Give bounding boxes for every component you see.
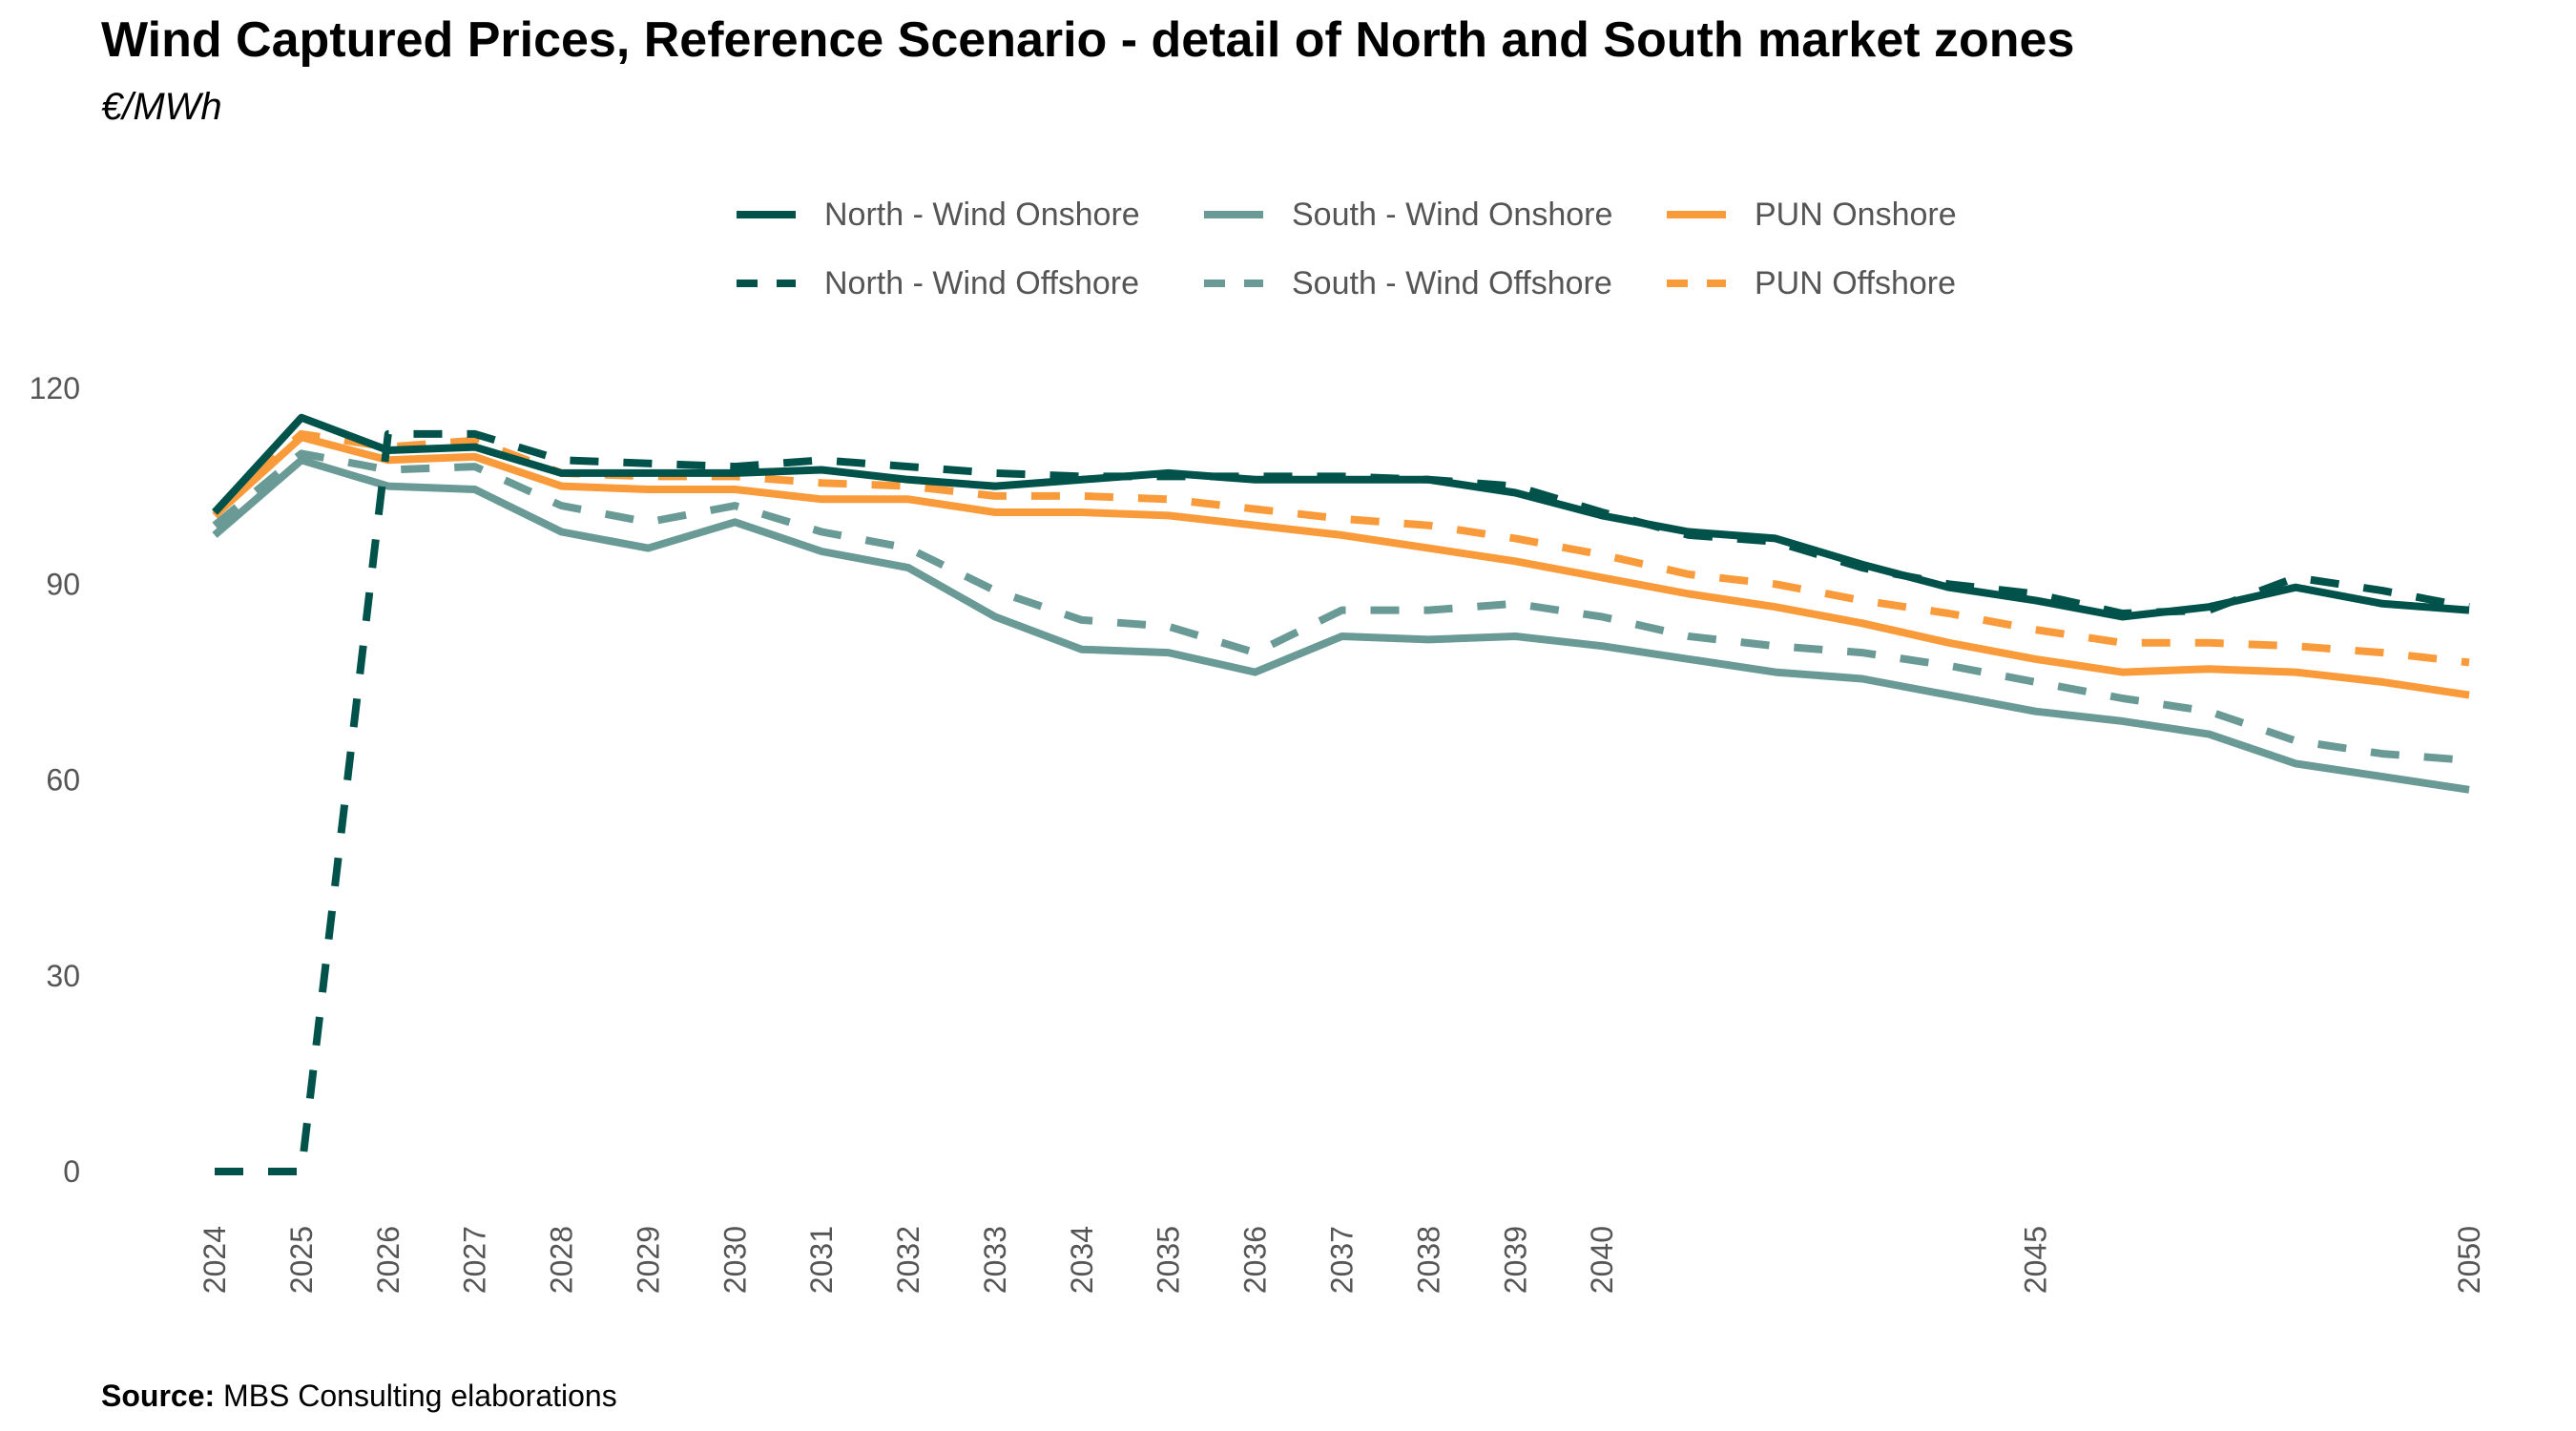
legend-key-north-onshore (737, 211, 796, 218)
x-tick-label: 2029 (631, 1226, 665, 1294)
legend-label-south-onshore: South - Wind Onshore (1292, 196, 1613, 233)
legend-label-pun-onshore: PUN Onshore (1755, 196, 1957, 233)
y-tick-label: 30 (46, 959, 80, 993)
legend-key-pun-offshore (1667, 280, 1726, 287)
legend-key-pun-onshore (1667, 211, 1726, 218)
legend-key-north-offshore (737, 280, 796, 287)
x-tick-label: 2034 (1065, 1226, 1099, 1294)
y-tick-label: 60 (46, 763, 80, 798)
x-tick-label: 2033 (978, 1226, 1012, 1294)
y-tick-label: 0 (63, 1154, 80, 1189)
series-line-pun-offshore (212, 429, 2470, 667)
legend-label-north-offshore: North - Wind Offshore (824, 264, 1140, 301)
source-note: Source: MBS Consulting elaborations (101, 1379, 617, 1414)
x-tick-label: 2024 (197, 1226, 232, 1294)
legend-label-south-offshore: South - Wind Offshore (1292, 264, 1612, 301)
legend-item-north-onshore: North - Wind Onshore (735, 181, 1140, 248)
x-tick-label: 2035 (1152, 1226, 1186, 1294)
legend-item-north-offshore: North - Wind Offshore (735, 250, 1139, 317)
chart-subtitle: €/MWh (101, 86, 222, 128)
series-line-pun-onshore (212, 433, 2470, 699)
series-line-south-wind-offshore (212, 449, 2470, 764)
x-tick-label: 2031 (804, 1226, 839, 1294)
legend-key-south-offshore (1204, 280, 1263, 287)
series-line-north-wind-onshore (212, 413, 2470, 621)
legend-item-south-onshore: South - Wind Onshore (1202, 181, 1612, 248)
source-text: MBS Consulting elaborations (215, 1379, 617, 1413)
legend-item-pun-offshore: PUN Offshore (1665, 250, 1956, 317)
x-axis-ticks: 2024 2025 2026 2027 2028 2029 2030 2031 2032 2033… (197, 1226, 2486, 1294)
y-axis-ticks: 0 30 60 90 120 (30, 371, 80, 1189)
x-tick-label: 2045 (2019, 1226, 2053, 1294)
y-tick-label: 120 (30, 371, 80, 405)
y-tick-label: 90 (46, 567, 80, 601)
chart-title: Wind Captured Prices, Reference Scenario… (101, 12, 2075, 68)
x-tick-label: 2037 (1325, 1226, 1360, 1294)
chart-legend: North - Wind Onshore South - Wind Onshor… (735, 181, 2023, 315)
x-tick-label: 2028 (545, 1226, 579, 1294)
legend-label-pun-offshore: PUN Offshore (1755, 264, 1957, 301)
x-tick-label: 2032 (891, 1226, 925, 1294)
legend-item-south-offshore: South - Wind Offshore (1202, 250, 1612, 317)
x-tick-label: 2050 (2452, 1226, 2486, 1294)
series-line-south-wind-onshore (212, 456, 2470, 794)
x-tick-label: 2025 (284, 1226, 319, 1294)
x-tick-label: 2027 (458, 1226, 492, 1294)
x-tick-label: 2036 (1238, 1226, 1273, 1294)
x-tick-label: 2038 (1411, 1226, 1445, 1294)
legend-item-pun-onshore: PUN Onshore (1665, 181, 1957, 248)
x-tick-label: 2030 (717, 1226, 752, 1294)
x-tick-label: 2026 (371, 1226, 405, 1294)
source-label: Source: (101, 1379, 216, 1413)
legend-label-north-onshore: North - Wind Onshore (824, 196, 1140, 233)
legend-key-south-onshore (1204, 211, 1263, 218)
series-layer (212, 413, 2470, 1175)
x-tick-label: 2040 (1585, 1226, 1619, 1294)
series-line-north-wind-offshore (215, 429, 2470, 1175)
x-tick-label: 2039 (1498, 1226, 1532, 1294)
